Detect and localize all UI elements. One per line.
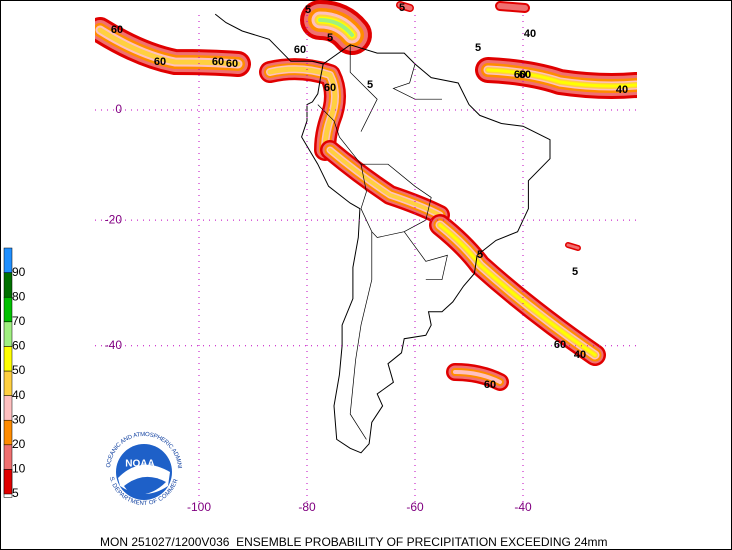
colorbar-label: 5 [12, 486, 19, 500]
precip-band [566, 243, 580, 250]
precip-band [438, 223, 597, 357]
colorbar-swatch [3, 346, 13, 372]
contour-label: 60 [212, 56, 224, 68]
contour-label: 60 [154, 56, 166, 68]
colorbar-swatch [3, 444, 13, 470]
precip-band [486, 68, 637, 88]
contour-label: 5 [367, 79, 373, 91]
contour-label: 5 [305, 4, 311, 16]
contour-label: 60 [514, 69, 526, 81]
precip-band [328, 148, 442, 217]
contour-label: 40 [616, 84, 628, 96]
colorbar-swatch [3, 395, 13, 421]
colorbar-swatch [3, 321, 13, 347]
colorbar-swatch [3, 296, 13, 323]
border [317, 104, 362, 165]
contour-label: 5 [327, 32, 333, 44]
colorbar-swatch [3, 370, 13, 396]
logo-text: NOAA [125, 459, 154, 470]
border [360, 163, 432, 238]
colorbar-swatch [3, 469, 13, 495]
lat-label: 0 [115, 102, 122, 116]
contour-label: 60 [294, 44, 306, 56]
contour-label: 40 [524, 28, 536, 40]
border [403, 231, 448, 281]
border [349, 231, 373, 440]
colorbar-label: 10 [12, 462, 26, 476]
contour-label: 60 [519, 69, 531, 81]
border [392, 63, 442, 100]
precip-band [397, 2, 413, 11]
lon-label: -80 [298, 500, 316, 514]
contour-label: 60 [111, 24, 123, 36]
contour-label: 60 [226, 58, 238, 70]
colorbar-label: 40 [12, 388, 26, 402]
contour-label: 60 [554, 339, 566, 351]
border [349, 44, 378, 132]
lon-label: -100 [187, 500, 211, 514]
precip-band [97, 27, 241, 67]
colorbar-swatch [3, 419, 13, 446]
lon-label: -40 [514, 500, 532, 514]
colorbar-swatch [3, 272, 13, 298]
colorbar-label: 30 [12, 412, 26, 426]
contour-label: 60 [324, 82, 336, 94]
logo-wave [124, 476, 166, 495]
contour-label: 5 [399, 2, 405, 14]
precip-band [453, 370, 502, 384]
colorbar-label: 70 [12, 314, 26, 328]
colorbar-label: 90 [12, 265, 26, 279]
lat-label: -20 [105, 212, 123, 226]
precip-band [267, 66, 338, 153]
contour-label: 5 [477, 249, 483, 261]
coastline [214, 13, 551, 454]
footer: MON 251027/1200V036 ENSEMBLE PROBABILITY… [100, 535, 608, 549]
precip-band [318, 18, 354, 37]
lat-label: -40 [105, 338, 123, 352]
colorbar-label: 20 [12, 437, 26, 451]
precip-band [497, 3, 528, 11]
contour-label: 60 [484, 379, 496, 391]
contour-label: 5 [572, 266, 578, 278]
contour-label: 40 [574, 349, 586, 361]
colorbar-label: 60 [12, 339, 26, 353]
colorbar-swatch [3, 247, 13, 273]
colorbar-label: 50 [12, 363, 26, 377]
lon-label: -60 [406, 500, 424, 514]
colorbar-label: 80 [12, 289, 26, 303]
contour-label: 5 [475, 42, 481, 54]
